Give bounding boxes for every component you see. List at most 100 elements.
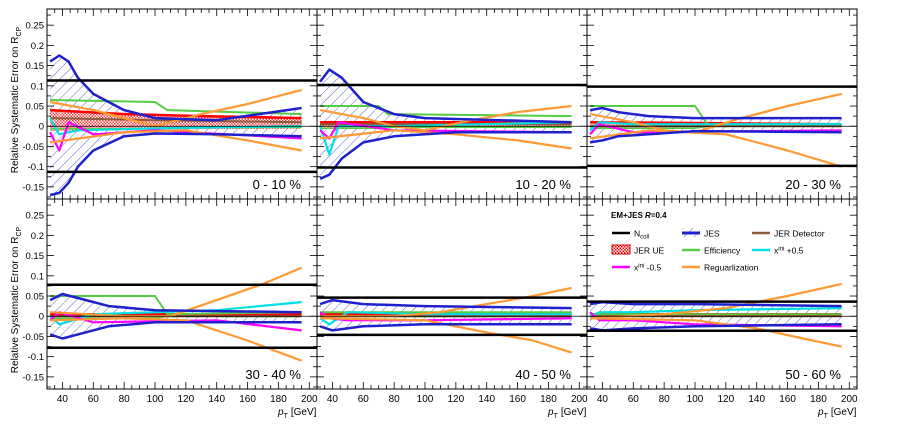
legend-label-text-jerue: JER UE: [634, 246, 665, 256]
jes-lower-line-5: [319, 323, 572, 332]
legend-label-xplus: xini +0.5: [774, 246, 804, 256]
x-tick-label: 60: [88, 394, 100, 405]
x-axis-sub-1: T: [284, 413, 289, 420]
panel-plot-area-1: [47, 54, 317, 197]
legend-entry-jerdet: JER Detector: [752, 229, 825, 239]
panel-frame-3: [586, 8, 858, 200]
centrality-label: 20 - 30 %: [785, 177, 841, 192]
x-axis-var-1: p: [277, 407, 284, 418]
legend-header: EM+JES R=0.4: [611, 211, 667, 220]
x-axis-title-2: pT [GeV]: [547, 407, 587, 420]
xini-minus-line-4: [49, 311, 302, 332]
x-tick-label: 160: [239, 394, 256, 405]
y-axis-title-top-text: Relative Systematic Error on R: [10, 37, 21, 174]
centrality-label: 50 - 60 %: [785, 367, 841, 382]
centrality-label: 0 - 10 %: [253, 177, 302, 192]
legend-header-val: =0.4: [651, 211, 667, 220]
x-tick-label: 180: [540, 394, 557, 405]
y-tick-label: 0.25: [26, 211, 45, 222]
legend-label-eff: Efficiency: [704, 246, 741, 256]
legend-label-text-jes: JES: [704, 229, 720, 239]
regularization-lower-line-5: [320, 317, 572, 354]
panel-5: 40 60 80 100 120 140 160 180 200 40 - 50 %: [316, 198, 588, 405]
y-tick-label: -0.15: [22, 372, 44, 383]
legend-entries: Ncoll JES JER Detector JER UE Efficiency xini…: [611, 228, 825, 273]
legend-entry-jes: JES: [682, 228, 720, 239]
legend-label-sup-xplus: ini: [778, 247, 784, 253]
jer-ue-line-1: [50, 108, 302, 120]
x-tick-label: 60: [628, 394, 640, 405]
legend-label-jerdet: JER Detector: [774, 229, 825, 239]
legend-entry-xminus: xini -0.5: [612, 263, 662, 273]
legend-entry-xplus: xini +0.5: [752, 246, 804, 256]
panel-1: 0.25 0.2 0.15 0.1 0.05 0 -0.05 -0.1 -0.15 0 - 10 …: [22, 8, 318, 200]
panel-3: 20 - 30 %: [586, 8, 858, 200]
x-tick-label: 120: [718, 394, 735, 405]
regularization-lower-line-1: [49, 129, 302, 152]
x-axis-unit-2: [GeV]: [561, 407, 587, 418]
regularization-lower-line-3: [589, 129, 842, 168]
legend-entry-ncoll: Ncoll: [612, 229, 649, 241]
legend-label-sub-ncoll: coll: [640, 235, 649, 241]
panel-plot-area-6: [587, 282, 857, 348]
centrality-label: 10 - 20 %: [515, 177, 571, 192]
x-tick-label: 160: [779, 394, 796, 405]
legend-label-ncoll: Ncoll: [634, 229, 649, 241]
legend-label-tail-xminus: -0.5: [644, 263, 661, 273]
y-tick-label: -0.05: [22, 332, 44, 343]
legend: EM+JES R=0.4 Ncoll JES JER Detector JER UE E…: [611, 211, 825, 273]
x-axis-sub-2: T: [554, 413, 559, 420]
efficiency-line-1: [50, 99, 302, 116]
panel-plot-area-4: [47, 266, 317, 362]
x-axis-unit-1: [GeV]: [291, 407, 317, 418]
panel-2: 10 - 20 %: [316, 8, 588, 200]
jes-upper-line-3: [589, 106, 842, 120]
y-tick-label: -0.1: [28, 162, 44, 173]
panel-plot-area-5: [317, 286, 587, 354]
x-axis-unit-3: [GeV]: [831, 407, 857, 418]
panel-6: 40 60 80 100 120 140 160 180 200 50 - 60 %: [586, 198, 858, 405]
x-tick-label: 100: [147, 394, 164, 405]
efficiency-line-4: [50, 295, 302, 316]
legend-label-xminus: xini -0.5: [634, 263, 662, 273]
y-tick-label: 0.15: [26, 61, 45, 72]
y-tick-label: 0.2: [31, 231, 44, 242]
y-axis-title-bottom: Relative Systematic Error on RCP: [10, 226, 23, 373]
legend-label-sup-xminus: ini: [638, 264, 644, 270]
y-tick-label: 0.05: [26, 292, 45, 303]
legend-label-reg: Reguarlization: [704, 263, 759, 273]
legend-swatch-jerue: [611, 244, 631, 255]
y-tick-label: -0.15: [22, 182, 44, 193]
legend-entry-jerue: JER UE: [611, 244, 665, 256]
legend-label-tail-xplus: +0.5: [784, 246, 803, 256]
legend-label-text-eff: Efficiency: [704, 246, 741, 256]
x-tick-label: 140: [208, 394, 225, 405]
panel-frame-4: [46, 198, 318, 390]
x-tick-label: 100: [687, 394, 704, 405]
x-tick-label: 200: [301, 394, 318, 405]
x-tick-label: 40: [597, 394, 609, 405]
legend-label-text-ncoll: N: [634, 229, 640, 239]
x-tick-label: 180: [270, 394, 287, 405]
x-tick-label: 100: [417, 394, 434, 405]
x-tick-label: 180: [810, 394, 827, 405]
legend-label-jerue: JER UE: [634, 246, 665, 256]
x-tick-label: 40: [57, 394, 69, 405]
panel-plot-area-3: [587, 85, 857, 168]
legend-entry-reg: Reguarlization: [682, 263, 759, 273]
y-tick-label: -0.1: [28, 352, 44, 363]
y-tick-label: 0.1: [31, 81, 44, 92]
y-tick-label: -0.05: [22, 142, 44, 153]
legend-label-text-jerdet: JER Detector: [774, 229, 825, 239]
x-tick-label: 140: [478, 394, 495, 405]
panel-plot-area-2: [317, 68, 587, 180]
xini-plus-line-6: [589, 307, 842, 318]
legend-label-text-reg: Reguarlization: [704, 263, 759, 273]
legend-header-text: EM+JES: [611, 211, 643, 220]
regularization-upper-line-6: [590, 282, 842, 320]
xini-plus-line-1: [49, 117, 302, 136]
y-tick-label: 0.25: [26, 21, 45, 32]
regularization-lower-line-2: [319, 129, 572, 150]
y-tick-label: 0.1: [31, 271, 44, 282]
x-axis-title-3: pT [GeV]: [817, 407, 857, 420]
